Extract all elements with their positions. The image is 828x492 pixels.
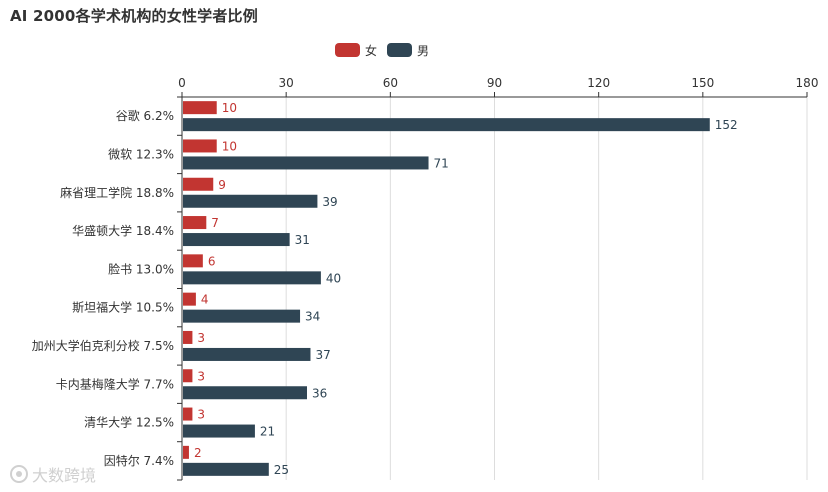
bar-female-5 bbox=[183, 292, 196, 306]
bar-female-3 bbox=[183, 216, 207, 230]
legend-label-0: 女 bbox=[365, 43, 377, 58]
legend-label-1: 男 bbox=[417, 44, 429, 58]
bar-value-label-female-8: 3 bbox=[197, 408, 205, 422]
watermark-text: 大数跨境 bbox=[32, 466, 97, 485]
bar-value-label-male-7: 36 bbox=[312, 386, 327, 400]
x-tick-label-6: 180 bbox=[796, 76, 819, 90]
bar-male-7 bbox=[183, 386, 307, 400]
category-label-3: 华盛顿大学 18.4% bbox=[72, 223, 174, 238]
bar-value-label-female-6: 3 bbox=[197, 331, 205, 345]
legend-swatch-0 bbox=[335, 43, 360, 57]
category-label-7: 卡内基梅隆大学 7.7% bbox=[56, 376, 174, 391]
bar-male-1 bbox=[183, 156, 429, 170]
category-label-4: 脸书 13.0% bbox=[108, 262, 174, 276]
bar-male-5 bbox=[183, 309, 301, 323]
bar-value-label-female-7: 3 bbox=[197, 369, 205, 383]
bar-value-label-male-4: 40 bbox=[326, 271, 341, 285]
bar-value-label-male-2: 39 bbox=[322, 195, 337, 209]
chart-title: AI 2000各学术机构的女性学者比例 bbox=[10, 7, 258, 25]
bar-value-label-female-0: 10 bbox=[222, 101, 237, 115]
watermark: 大数跨境 bbox=[10, 462, 96, 486]
category-label-9: 因特尔 7.4% bbox=[104, 453, 174, 468]
bar-female-1 bbox=[183, 139, 217, 153]
bar-female-2 bbox=[183, 177, 214, 191]
category-label-6: 加州大学伯克利分校 7.5% bbox=[32, 338, 174, 353]
bar-male-3 bbox=[183, 233, 290, 247]
bar-value-label-male-6: 37 bbox=[315, 348, 330, 362]
bar-value-label-male-5: 34 bbox=[305, 310, 320, 324]
bar-female-8 bbox=[183, 407, 193, 421]
category-label-5: 斯坦福大学 10.5% bbox=[72, 300, 174, 315]
x-tick-label-3: 90 bbox=[487, 76, 502, 90]
x-tick-label-2: 60 bbox=[383, 76, 398, 90]
bar-value-label-female-1: 10 bbox=[222, 139, 237, 153]
bar-value-label-male-1: 71 bbox=[434, 156, 449, 170]
bar-value-label-female-4: 6 bbox=[208, 254, 216, 268]
bar-value-label-male-3: 31 bbox=[295, 233, 310, 247]
legend-swatch-1 bbox=[387, 43, 412, 57]
bar-value-label-female-9: 2 bbox=[194, 446, 202, 460]
x-tick-label-4: 120 bbox=[587, 76, 610, 90]
bar-female-7 bbox=[183, 369, 193, 383]
bar-value-label-female-2: 9 bbox=[218, 178, 226, 192]
category-label-0: 谷歌 6.2% bbox=[116, 108, 174, 123]
watermark-logo-icon bbox=[10, 465, 28, 483]
bar-female-0 bbox=[183, 101, 217, 115]
bar-female-9 bbox=[183, 445, 189, 459]
bar-value-label-male-0: 152 bbox=[715, 118, 738, 132]
category-label-2: 麻省理工学院 18.8% bbox=[60, 185, 174, 200]
bar-value-label-male-9: 25 bbox=[274, 463, 289, 477]
bar-male-8 bbox=[183, 424, 255, 438]
category-label-8: 清华大学 12.5% bbox=[84, 415, 174, 430]
bar-male-6 bbox=[183, 347, 311, 361]
x-tick-label-1: 30 bbox=[279, 76, 294, 90]
bar-male-4 bbox=[183, 271, 321, 285]
bar-value-label-female-5: 4 bbox=[201, 293, 209, 307]
bar-male-2 bbox=[183, 194, 318, 208]
x-tick-label-0: 0 bbox=[178, 76, 186, 90]
category-label-1: 微软 12.3% bbox=[108, 147, 174, 161]
bar-value-label-male-8: 21 bbox=[260, 425, 275, 439]
bar-female-6 bbox=[183, 330, 193, 344]
bar-male-0 bbox=[183, 118, 710, 132]
x-tick-label-5: 150 bbox=[691, 76, 714, 90]
bar-value-label-female-3: 7 bbox=[211, 216, 219, 230]
bar-female-4 bbox=[183, 254, 203, 268]
bar-male-9 bbox=[183, 462, 269, 476]
